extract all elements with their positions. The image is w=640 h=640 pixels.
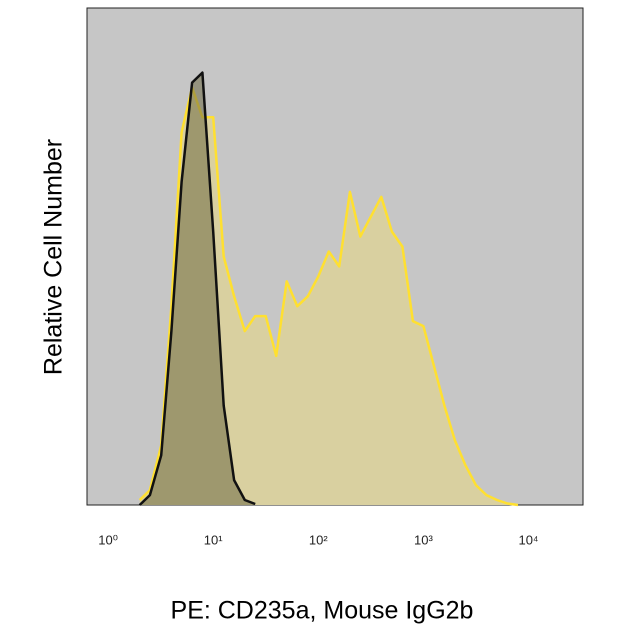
histogram-line	[138, 71, 256, 506]
x-axis-label: PE: CD235a, Mouse IgG2b	[171, 597, 474, 625]
histogram-area	[139, 72, 256, 505]
x-tick-label: 10⁰	[98, 532, 118, 547]
x-tick-label: 10⁴	[518, 532, 538, 547]
y-axis-label: Relative Cell Number	[40, 139, 68, 375]
x-tick-label: 10³	[414, 532, 433, 547]
x-tick-label: 10²	[309, 532, 328, 547]
histogram-area	[139, 87, 518, 505]
x-tick-label: 10¹	[204, 532, 223, 547]
